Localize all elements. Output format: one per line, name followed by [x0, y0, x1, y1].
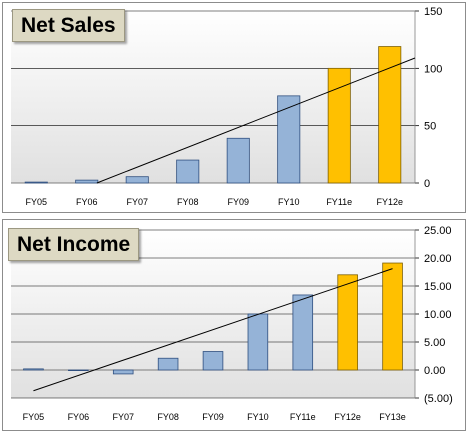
net-sales-category-label: FY10	[278, 197, 300, 207]
net-income-trendline	[33, 268, 393, 392]
net-income-y-tick-label: 15.00	[424, 281, 452, 293]
net-income-title: Net Income	[8, 228, 140, 261]
net-income-category-label: FY07	[112, 412, 134, 422]
net-income-category-label: FY05	[23, 412, 45, 422]
net-income-bar-fy06	[68, 369, 89, 372]
net-income-bar-fy12e	[337, 274, 358, 371]
net-income-bar-fy07	[112, 369, 134, 375]
net-sales-bar-fy06	[75, 179, 99, 184]
net-sales-category-label: FY07	[126, 197, 148, 207]
net-sales-category-label: FY06	[76, 197, 98, 207]
net-income-y-tick-label: 0.00	[424, 365, 445, 377]
net-income-bar-fy11e	[292, 294, 314, 371]
net-sales-trendline	[96, 57, 416, 184]
net-income-y-tick-label: 5.00	[424, 337, 445, 349]
net-income-category-label: FY11e	[290, 412, 316, 422]
net-income-bar-fy09	[202, 351, 224, 371]
net-sales-category-label: FY11e	[326, 197, 352, 207]
net-sales-chart-panel: 0 50 100 150 FY05 FY06 FY07 FY08 FY09 FY10 FY11e FY…	[2, 2, 466, 213]
net-income-y-tick-label: 25.00	[424, 225, 452, 237]
net-sales-bar-fy10	[277, 95, 301, 184]
net-sales-title: Net Sales	[12, 9, 125, 42]
net-sales-category-label: FY08	[177, 197, 199, 207]
net-income-category-label: FY09	[202, 412, 224, 422]
net-income-category-label: FY13e	[379, 412, 406, 422]
net-sales-bar-fy08	[176, 159, 200, 184]
net-income-y-tick-label: 20.00	[424, 253, 452, 265]
net-sales-y-tick-label: 50	[424, 121, 436, 133]
net-income-bar-fy05	[23, 368, 44, 371]
net-income-category-label: FY10	[247, 412, 269, 422]
net-sales-category-label: FY05	[25, 197, 47, 207]
net-sales-y-tick-label: 100	[424, 63, 442, 75]
net-sales-y-tick-label: 150	[424, 6, 442, 18]
net-income-y-tick-label: (5.00)	[424, 393, 453, 405]
net-income-category-label: FY06	[68, 412, 90, 422]
net-sales-bar-fy09	[226, 137, 250, 184]
net-income-category-label: FY08	[157, 412, 179, 422]
net-income-chart-panel: (5.00) 0.00 5.00 10.00 15.00 20.00 25.00 FY05 FY…	[2, 219, 466, 431]
net-sales-y-tick-label: 0	[424, 178, 430, 190]
net-sales-chart: 0 50 100 150 FY05 FY06 FY07 FY08 FY09 FY10 FY11e FY…	[11, 6, 442, 207]
net-sales-category-label: FY09	[227, 197, 249, 207]
net-income-bar-fy08	[157, 357, 179, 371]
net-income-category-label: FY12e	[334, 412, 361, 422]
net-income-y-tick-label: 10.00	[424, 309, 452, 321]
net-sales-bar-fy11e	[327, 67, 351, 184]
net-sales-category-label: FY12e	[376, 197, 403, 207]
net-sales-bar-fy07	[125, 176, 149, 184]
net-income-bar-fy10	[247, 313, 269, 371]
net-income-bar-fy13e	[382, 262, 403, 371]
net-sales-bar-fy12e	[378, 46, 402, 184]
net-sales-bar-fy05	[24, 181, 48, 184]
